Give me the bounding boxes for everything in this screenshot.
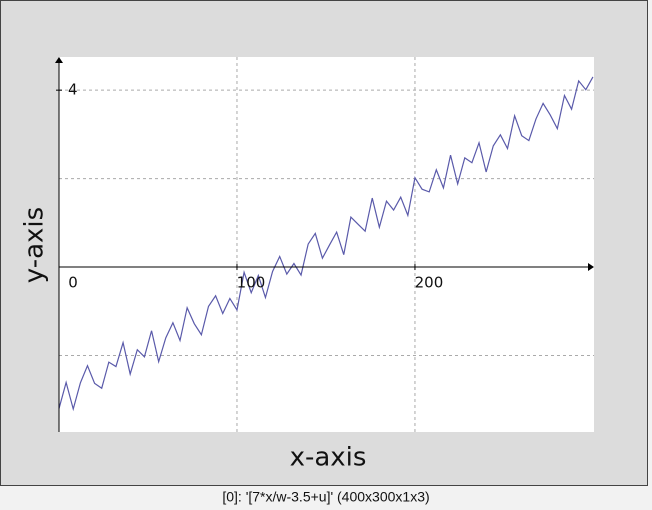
y-axis-arrow: [55, 57, 63, 63]
plot-area: [59, 57, 594, 432]
x-tick-label: 0: [68, 274, 78, 292]
x-axis-label: x-axis: [290, 443, 367, 473]
y-axis-label: y-axis: [20, 207, 50, 283]
x-tick-label: 200: [415, 274, 444, 292]
caption: [0]: '[7*x/w-3.5+u]' (400x300x1x3): [222, 489, 429, 505]
x-tick-label: 100: [237, 274, 266, 292]
x-axis-arrow: [588, 263, 594, 272]
y-tick-label: 4: [68, 81, 78, 99]
data-line: [58, 76, 594, 412]
